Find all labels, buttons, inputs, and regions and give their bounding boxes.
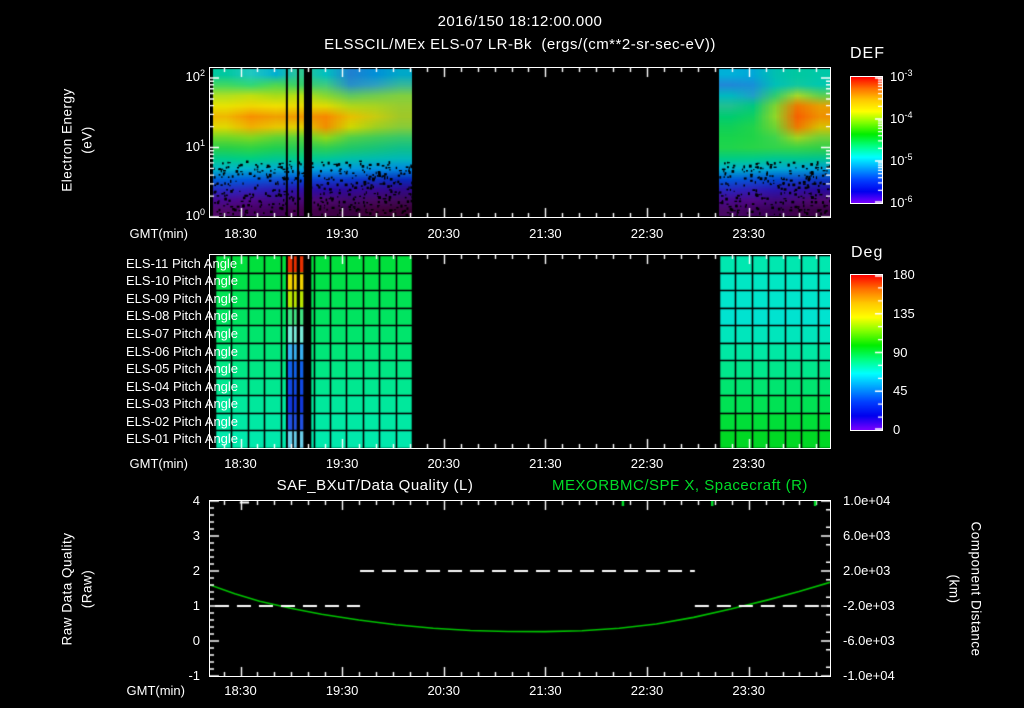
pitch-row-label: ELS-05 Pitch Angle	[126, 361, 239, 377]
spectrogram-y-axis-label: Electron Energy	[59, 88, 75, 192]
y-tick-label: 1	[192, 598, 200, 613]
deg-colorbar	[850, 274, 883, 431]
deg-colorbar-title: Deg	[851, 244, 884, 261]
y-tick-label: 100	[185, 207, 205, 223]
pitch-row-label: ELS-02 Pitch Angle	[126, 413, 239, 429]
x-tick-label: 20:30	[427, 683, 460, 698]
y-tick-label: 0	[192, 633, 200, 648]
spectrogram-x-axis-label: GMT(min)	[129, 226, 189, 241]
x-tick-label: 19:30	[325, 226, 359, 241]
pitch-row-label: ELS-10 Pitch Angle	[126, 273, 239, 289]
x-tick-label: 22:30	[630, 683, 664, 698]
quality-y-axis-unit: (Raw)	[79, 569, 95, 609]
y-tick-label: -1.0e+04	[843, 668, 895, 683]
colorbar-tick-label: 0	[893, 422, 901, 437]
timestamp-title: 2016/150 18:12:00.000	[437, 13, 603, 30]
pitch-row-label: ELS-07 Pitch Angle	[126, 325, 239, 341]
dataset-title: ELSSCIL/MEx ELS-07 LR-Bk (ergs/(cm**2-sr…	[324, 36, 716, 53]
colorbar-tick-label: 135	[893, 305, 915, 321]
pitch-row-label: ELS-06 Pitch Angle	[126, 343, 239, 359]
x-tick-label: 21:30	[529, 683, 562, 698]
x-tick-label: 19:30	[325, 456, 359, 471]
y-tick-label: -2.0e+03	[843, 598, 895, 613]
x-tick-label: 18:30	[224, 456, 257, 471]
quality-distance-canvas	[209, 500, 831, 677]
electron-energy-spectrogram-canvas	[209, 67, 831, 218]
pitch-x-axis-label: GMT(min)	[129, 456, 189, 471]
x-tick-label: 20:30	[427, 226, 460, 241]
x-tick-label: 18:30	[224, 683, 257, 698]
y-tick-label: 3	[192, 528, 200, 543]
x-tick-label: 22:30	[630, 456, 664, 471]
def-colorbar-title: DEF	[850, 45, 885, 62]
y-tick-label: 102	[185, 67, 205, 84]
x-tick-label: 22:30	[630, 226, 664, 241]
y-tick-label: 1.0e+04	[843, 493, 891, 508]
x-tick-label: 23:30	[732, 683, 765, 698]
colorbar-tick-label: 10-3	[890, 68, 913, 84]
y-tick-label: 2.0e+03	[843, 563, 891, 578]
x-tick-label: 21:30	[529, 226, 562, 241]
pitch-row-label: ELS-09 Pitch Angle	[126, 290, 239, 306]
pitch-row-label: ELS-03 Pitch Angle	[126, 396, 239, 412]
quality-y-axis-label: Raw Data Quality	[59, 532, 75, 646]
quality-series-title: SAF_BXuT/Data Quality (L)	[276, 477, 474, 494]
pitch-row-label: ELS-01 Pitch Angle	[126, 431, 239, 447]
x-tick-label: 20:30	[427, 456, 460, 471]
colorbar-tick-label: 90	[893, 344, 908, 360]
y-tick-label: 2	[192, 563, 200, 578]
distance-series-title: MEXORBMC/SPF X, Spacecraft (R)	[552, 477, 808, 494]
x-tick-label: 18:30	[224, 226, 257, 241]
y-tick-label: 4	[192, 493, 200, 508]
pitch-angle-canvas	[209, 254, 831, 449]
quality-x-axis-label: GMT(min)	[126, 683, 186, 698]
pitch-row-label: ELS-08 Pitch Angle	[126, 308, 239, 324]
distance-y-axis-label: Component Distance	[968, 521, 984, 657]
x-tick-label: 19:30	[325, 683, 359, 698]
y-tick-label: -6.0e+03	[843, 633, 895, 648]
y-tick-label: 6.0e+03	[843, 528, 891, 543]
pitch-row-label: ELS-11 Pitch Angle	[126, 255, 238, 271]
distance-y-axis-unit: (km)	[946, 574, 962, 604]
x-tick-label: 21:30	[529, 456, 562, 471]
colorbar-tick-label: 180	[893, 267, 915, 282]
colorbar-tick-label: 45	[893, 383, 908, 399]
colorbar-tick-label: 10-4	[890, 110, 913, 126]
pitch-row-label: ELS-04 Pitch Angle	[126, 378, 239, 394]
y-tick-label: 101	[185, 138, 205, 154]
def-colorbar	[850, 76, 883, 204]
colorbar-tick-label: 10-6	[890, 194, 913, 210]
x-tick-label: 23:30	[732, 226, 765, 241]
y-tick-label: -1	[188, 668, 200, 683]
colorbar-tick-label: 10-5	[890, 152, 913, 168]
x-tick-label: 23:30	[732, 456, 765, 471]
spectrogram-y-axis-unit: (eV)	[79, 126, 95, 154]
